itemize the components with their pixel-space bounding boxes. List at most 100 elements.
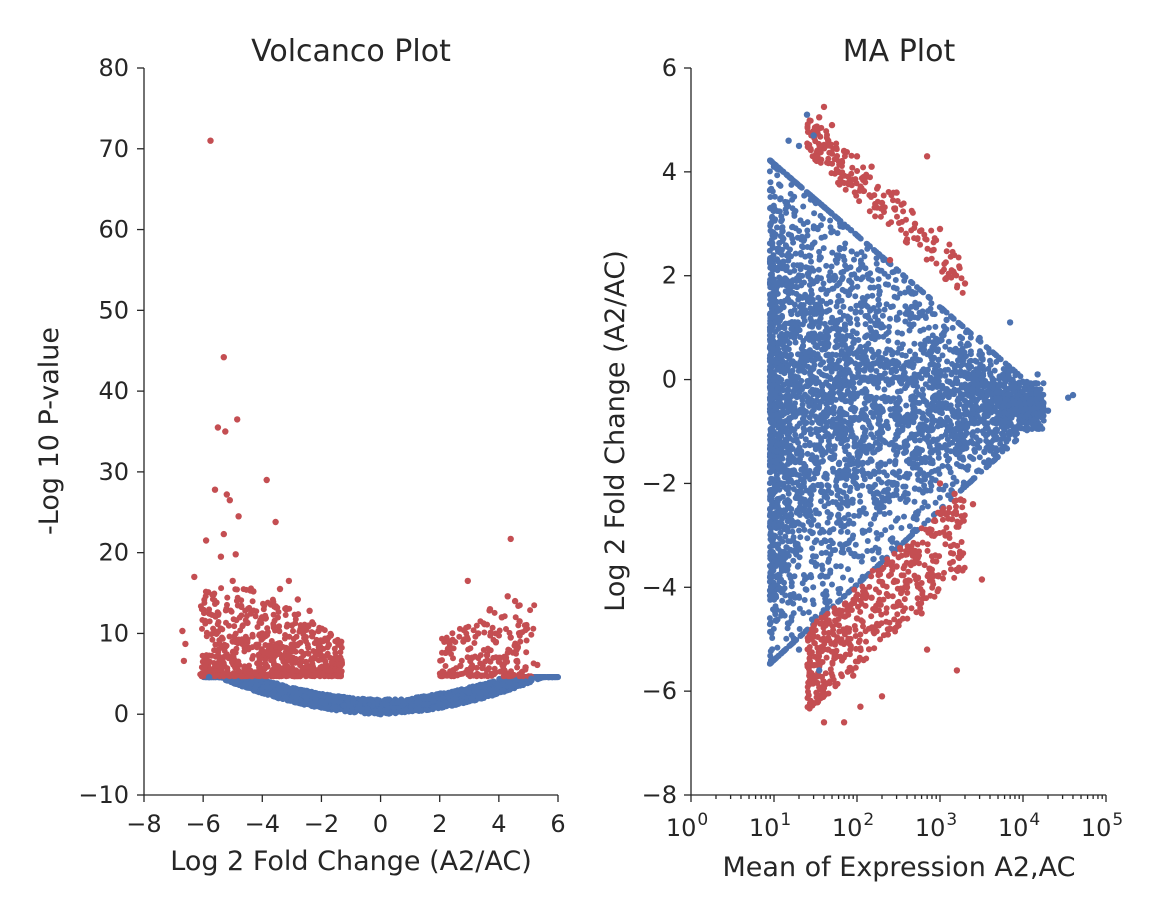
volcano-point bbox=[306, 607, 313, 614]
volcano-point bbox=[307, 690, 313, 697]
volcano-point bbox=[418, 707, 425, 714]
volcano-point bbox=[528, 631, 535, 638]
volcano-point bbox=[337, 649, 344, 656]
volcano-y-tick-label: 60 bbox=[98, 216, 129, 244]
ma-plot: MA Plot 100 101 102 103 104 105 −8−6−4−20246 … bbox=[600, 34, 1123, 883]
ma-points bbox=[766, 103, 1077, 726]
volcano-point bbox=[423, 701, 430, 708]
ma-point bbox=[946, 465, 953, 472]
volcano-x-tick-label: 4 bbox=[491, 810, 506, 838]
volcano-point bbox=[249, 631, 256, 638]
ma-point bbox=[817, 361, 824, 368]
volcano-point bbox=[206, 658, 213, 665]
volcano-point bbox=[303, 638, 309, 645]
volcano-point bbox=[243, 639, 250, 646]
volcano-point bbox=[483, 667, 490, 673]
volcano-x-tick-label: −4 bbox=[245, 810, 280, 838]
volcano-point bbox=[331, 655, 338, 662]
volcano-point bbox=[465, 671, 472, 678]
ma-point bbox=[844, 529, 851, 535]
volcano-point bbox=[454, 672, 461, 679]
ma-point bbox=[885, 337, 892, 344]
volcano-point bbox=[223, 619, 229, 626]
volcano-point bbox=[452, 695, 459, 702]
volcano-point bbox=[217, 553, 225, 560]
volcano-point bbox=[241, 644, 248, 651]
volcano-point bbox=[239, 623, 246, 630]
volcano-point bbox=[294, 596, 301, 603]
volcano-point bbox=[262, 665, 268, 672]
volcano-y-tick-label: 40 bbox=[98, 377, 129, 405]
volcano-point bbox=[263, 615, 269, 622]
volcano-point bbox=[377, 711, 384, 718]
volcano-point bbox=[518, 680, 525, 687]
volcano-point bbox=[232, 630, 239, 637]
volcano-point bbox=[492, 630, 499, 637]
volcano-point bbox=[179, 627, 186, 635]
volcano-point bbox=[260, 606, 267, 613]
volcano-point bbox=[207, 667, 214, 673]
volcano-point bbox=[322, 658, 329, 665]
volcano-point bbox=[228, 608, 235, 615]
volcano-point bbox=[293, 633, 300, 640]
volcano-point bbox=[403, 706, 409, 713]
volcano-point bbox=[249, 598, 256, 605]
ma-point bbox=[881, 386, 888, 393]
volcano-point bbox=[315, 627, 322, 635]
volcano-point bbox=[498, 614, 505, 621]
volcano-nonsignificant-series bbox=[200, 674, 561, 717]
volcano-point bbox=[235, 658, 242, 665]
volcano-point bbox=[340, 702, 347, 709]
ma-point bbox=[790, 262, 797, 269]
volcano-point bbox=[223, 651, 230, 658]
volcano-point bbox=[238, 612, 245, 619]
volcano-point bbox=[218, 585, 225, 592]
volcano-point bbox=[222, 428, 229, 435]
ma-point bbox=[847, 484, 854, 491]
volcano-point bbox=[331, 704, 338, 711]
volcano-point bbox=[233, 597, 240, 604]
volcano-y-tick-label: 80 bbox=[98, 54, 129, 82]
volcano-point bbox=[312, 702, 319, 709]
volcano-point bbox=[492, 639, 500, 646]
volcano-point bbox=[336, 667, 343, 674]
ma-point bbox=[925, 324, 932, 331]
volcano-point bbox=[219, 635, 226, 642]
volcano-point bbox=[430, 697, 437, 704]
volcano-point bbox=[488, 671, 495, 677]
volcano-point bbox=[442, 663, 449, 669]
volcano-point bbox=[235, 513, 242, 520]
volcano-point bbox=[281, 671, 288, 677]
volcano-point bbox=[180, 657, 188, 665]
volcano-point bbox=[214, 621, 221, 628]
volcano-point bbox=[197, 603, 204, 610]
volcano-point bbox=[316, 672, 323, 679]
volcano-point bbox=[276, 628, 283, 635]
volcano-point bbox=[229, 577, 236, 585]
volcano-point bbox=[317, 637, 324, 644]
volcano-point bbox=[269, 596, 276, 603]
volcano-point bbox=[229, 658, 236, 665]
volcano-point bbox=[276, 585, 284, 593]
volcano-point bbox=[199, 625, 205, 632]
volcano-point bbox=[460, 638, 467, 645]
volcano-point bbox=[202, 593, 209, 600]
volcano-point bbox=[318, 698, 325, 706]
volcano-point bbox=[530, 625, 537, 632]
volcano-point bbox=[457, 699, 464, 706]
volcano-y-tick-label: −10 bbox=[78, 781, 129, 809]
volcano-point bbox=[277, 645, 284, 652]
volcano-point bbox=[300, 631, 307, 638]
ma-point bbox=[864, 538, 871, 544]
volcano-point bbox=[464, 577, 471, 585]
volcano-point bbox=[436, 701, 443, 708]
volcano-x-tick-label: −8 bbox=[126, 810, 161, 838]
volcano-plot: Volcanco Plot −8 −6 −4 −2 0 2 4 6 −100102030405… bbox=[34, 34, 566, 877]
volcano-x-tick-label: 0 bbox=[373, 810, 388, 838]
volcano-point bbox=[462, 699, 469, 706]
volcano-point bbox=[220, 354, 227, 361]
volcano-point bbox=[303, 694, 310, 701]
volcano-point bbox=[504, 593, 511, 600]
ma-title: MA Plot bbox=[843, 34, 956, 69]
volcano-point bbox=[317, 664, 324, 671]
